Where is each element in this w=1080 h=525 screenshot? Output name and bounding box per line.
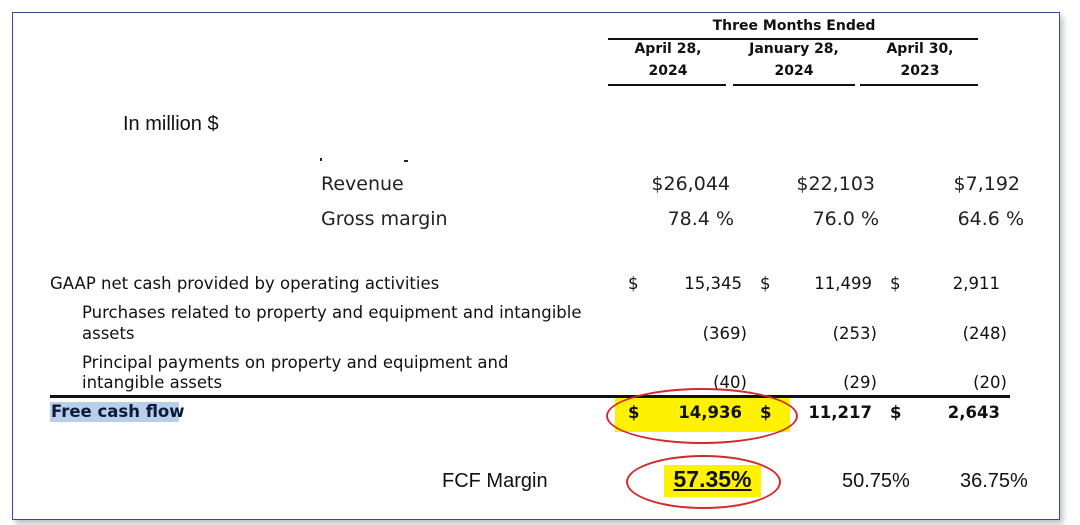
operating-value-col2: 11,499: [814, 274, 872, 293]
header-col2-rule: [733, 84, 855, 86]
principal-label-line2: intangible assets: [82, 373, 223, 392]
revenue-value-col2: $22,103: [796, 173, 875, 195]
principal-value-col1: (40): [713, 373, 747, 392]
operating-cash-label: GAAP net cash provided by operating acti…: [50, 274, 440, 293]
total-rule: [50, 395, 1010, 398]
fcf-currency-col3: $: [890, 403, 902, 422]
gross-margin-value-col3: 64.6 %: [957, 208, 1024, 230]
purchases-value-col3: (248): [962, 324, 1007, 343]
fcf-margin-value-col3: 36.75%: [960, 470, 1028, 492]
gross-margin-value-col2: 76.0 %: [812, 208, 879, 230]
header-col3-rule: [860, 84, 978, 86]
header-col3-line1: April 30,: [886, 41, 954, 57]
fcf-label-highlight: [50, 402, 179, 422]
table-frame: [12, 12, 1060, 520]
revenue-value-col1: $26,044: [651, 173, 730, 195]
operating-currency-col3: $: [890, 274, 901, 293]
fcf-value-col3: 2,643: [947, 403, 1000, 422]
principal-value-col2: (29): [843, 373, 877, 392]
fcf-margin-circle-annotation: [626, 455, 781, 509]
header-col1-line1: April 28,: [634, 41, 702, 57]
fcf-margin-value-col2: 50.75%: [842, 470, 910, 492]
header-underline: [608, 38, 978, 40]
revenue-label: Revenue: [321, 173, 404, 195]
header-col2-line1: January 28,: [749, 41, 839, 57]
stray-mark: [320, 158, 322, 161]
unit-note: In million $: [123, 113, 219, 135]
purchases-value-col1: (369): [702, 324, 747, 343]
header-col2-line2: 2024: [774, 63, 814, 79]
operating-value-col3: 2,911: [952, 274, 1000, 293]
header-col1-rule: [608, 84, 726, 86]
operating-currency-col1: $: [628, 274, 639, 293]
principal-value-col3: (20): [973, 373, 1007, 392]
principal-label-line1: Principal payments on property and equip…: [82, 353, 509, 372]
header-col3-line2: 2023: [900, 63, 940, 79]
purchases-label-line1: Purchases related to property and equipm…: [82, 303, 582, 322]
fcf-margin-label: FCF Margin: [442, 470, 548, 492]
purchases-value-col2: (253): [832, 324, 877, 343]
gross-margin-value-col1: 78.4 %: [667, 208, 734, 230]
stray-mark: [404, 160, 408, 162]
gross-margin-label: Gross margin: [321, 208, 448, 230]
header-col1-line2: 2024: [648, 63, 688, 79]
revenue-value-col3: $7,192: [953, 173, 1020, 195]
header-group: Three Months Ended: [712, 18, 876, 34]
operating-currency-col2: $: [760, 274, 771, 293]
fcf-label: Free cash flow: [51, 402, 185, 421]
fcf-value-col2: 11,217: [808, 403, 872, 422]
fcf-circle-annotation: [606, 388, 798, 444]
operating-value-col1: 15,345: [684, 274, 742, 293]
purchases-label-line2: assets: [82, 324, 135, 343]
